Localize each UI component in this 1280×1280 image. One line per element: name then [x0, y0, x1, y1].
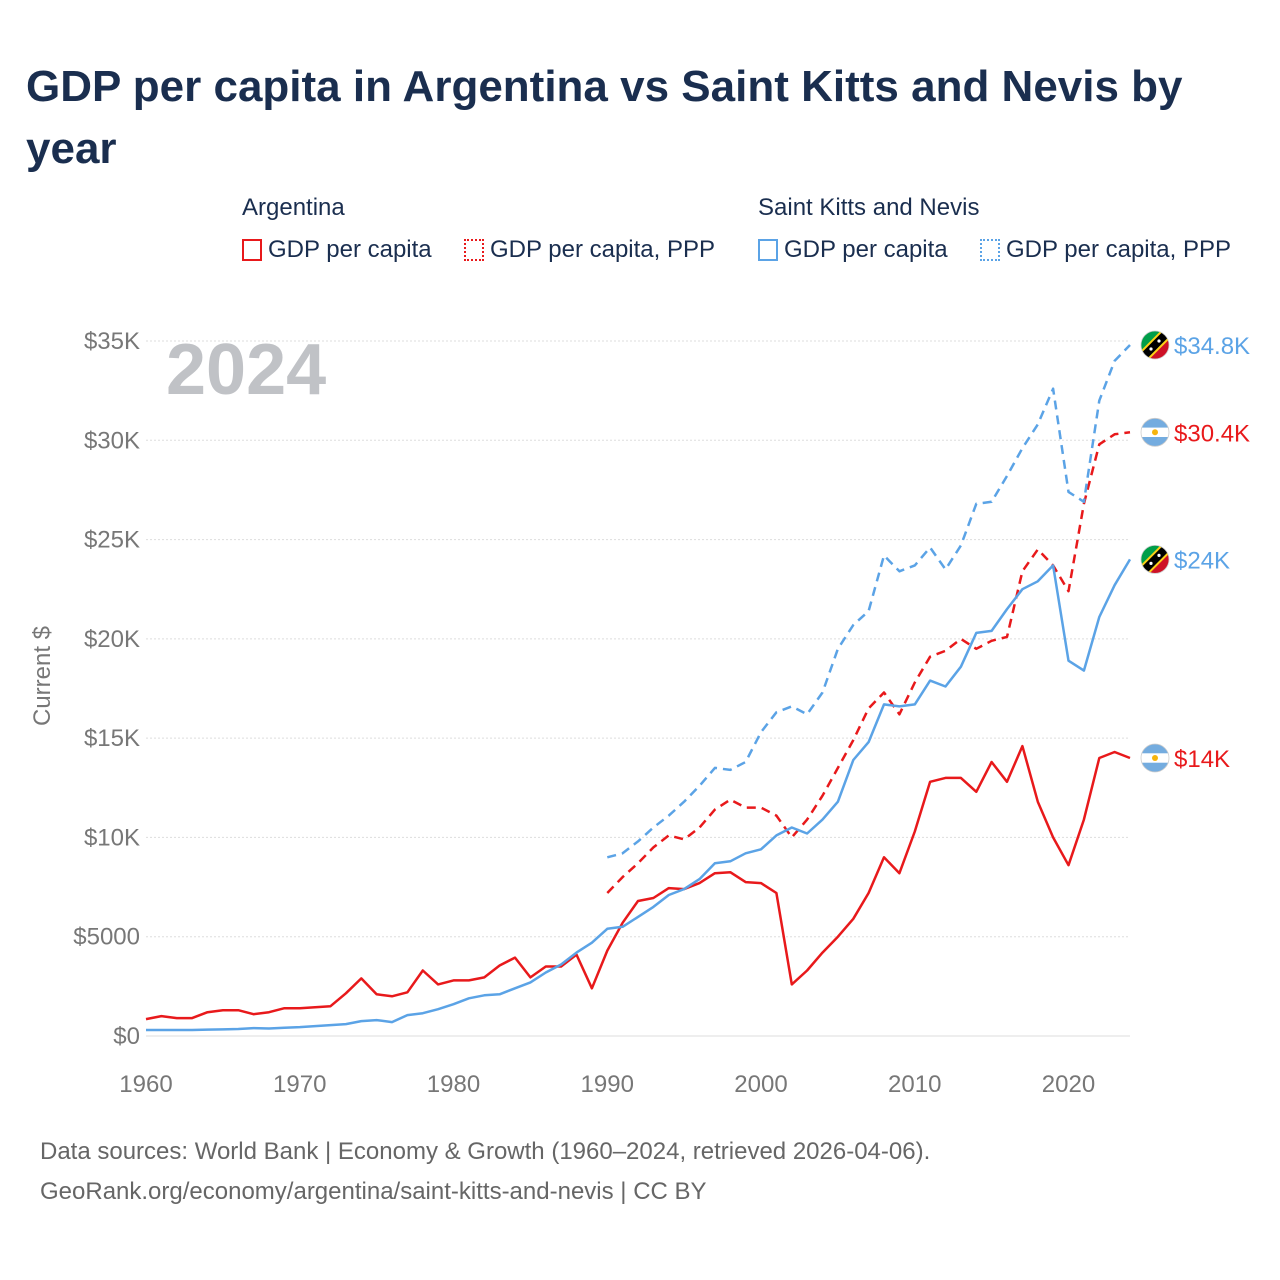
series-line-argentina-solid[interactable]: [145, 744, 1131, 1021]
legend-skn-gdp-ppp[interactable]: GDP per capita, PPP: [980, 234, 1231, 266]
x-tick-label: 1980: [427, 1071, 480, 1098]
series-line-skn-dashed[interactable]: [606, 344, 1131, 859]
argentina-flag-icon: [1140, 417, 1170, 447]
y-tick-label: $5000: [73, 924, 140, 951]
legend-swatch-solid-red: [242, 239, 262, 261]
legend-swatch-dotted-red: [464, 239, 484, 261]
x-tick-label: 1960: [119, 1071, 172, 1098]
series-line-argentina-dashed[interactable]: [606, 431, 1131, 894]
legend-label: GDP per capita, PPP: [490, 236, 715, 263]
x-tick-label: 1990: [581, 1071, 634, 1098]
legend-label: GDP per capita, PPP: [1006, 236, 1231, 263]
series-line-skn-solid[interactable]: [146, 558, 1132, 1032]
legend-swatch-dotted-blue: [980, 239, 1000, 261]
end-labels: $14K $30.4K $24K $34.8K: [1140, 330, 1250, 773]
y-tick-label: $20K: [84, 626, 140, 653]
legend-argentina-gdp-ppp[interactable]: GDP per capita, PPP: [464, 234, 715, 266]
legend-label: GDP per capita: [268, 236, 432, 263]
end-value-label: $14K: [1174, 746, 1230, 773]
year-label: 2024: [166, 330, 326, 410]
end-value-label: $24K: [1174, 547, 1230, 574]
y-tick-label: $25K: [84, 527, 140, 554]
source-line-1: Data sources: World Bank | Economy & Gro…: [40, 1138, 931, 1165]
saint-kitts-nevis-flag-icon: [1140, 330, 1170, 360]
legend-swatch-solid-blue: [758, 239, 778, 261]
legend-label: GDP per capita: [784, 236, 948, 263]
source-line-2[interactable]: GeoRank.org/economy/argentina/saint-kitt…: [40, 1178, 707, 1205]
y-tick-label: $30K: [84, 427, 140, 454]
x-tick-label: 1970: [273, 1071, 326, 1098]
chart-title: GDP per capita in Argentina vs Saint Kit…: [26, 62, 1183, 173]
argentina-flag-icon: [1140, 743, 1170, 773]
y-tick-label: $0: [113, 1023, 140, 1050]
x-tick-label: 2000: [734, 1071, 787, 1098]
y-tick-label: $15K: [84, 725, 140, 752]
axis-ticks: $0 $5000 $10K $15K $20K $25K $30K $35K 1960 1970 1…: [73, 328, 1095, 1098]
saint-kitts-nevis-flag-icon: [1140, 545, 1170, 574]
y-axis-label: Current $: [29, 626, 56, 726]
x-tick-label: 2020: [1042, 1071, 1095, 1098]
y-tick-label: $10K: [84, 824, 140, 851]
legend-group-skn: Saint Kitts and Nevis: [758, 194, 980, 221]
end-value-label: $30.4K: [1174, 420, 1250, 447]
legend-skn-gdp[interactable]: GDP per capita: [758, 234, 948, 266]
end-value-label: $34.8K: [1174, 333, 1250, 360]
y-tick-label: $35K: [84, 328, 140, 355]
series: [145, 344, 1132, 1032]
legend-argentina-gdp[interactable]: GDP per capita: [242, 234, 432, 266]
legend-group-argentina: Argentina: [242, 194, 345, 221]
grid: [146, 340, 1130, 1037]
x-tick-label: 2010: [888, 1071, 941, 1098]
